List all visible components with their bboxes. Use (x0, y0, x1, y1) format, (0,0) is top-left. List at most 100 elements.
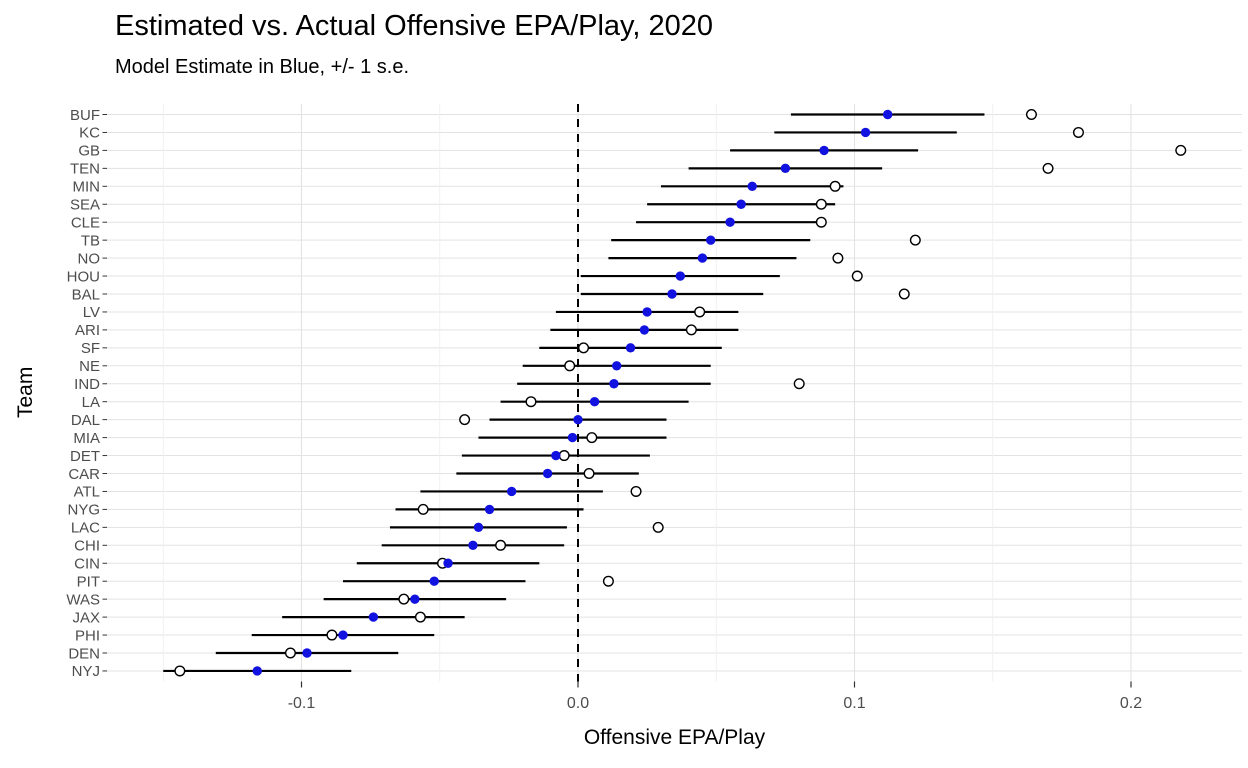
actual-point-MIA (586, 432, 598, 444)
actual-point-BAL (898, 288, 910, 300)
y-tick-label-BAL: BAL (72, 286, 100, 303)
y-tick-label-NYG: NYG (67, 502, 100, 519)
estimate-point-PIT (429, 576, 439, 586)
actual-point-IND (793, 378, 805, 390)
estimate-point-GB (819, 145, 829, 156)
estimate-point-CHI (468, 540, 478, 550)
actual-point-PHI (326, 629, 338, 641)
actual-point-TB (909, 234, 921, 246)
actual-point-KC (1072, 126, 1084, 138)
y-tick-label-CAR: CAR (68, 466, 100, 483)
actual-point-NE (564, 360, 576, 372)
actual-point-BUF (1025, 108, 1037, 120)
estimate-point-CLE (725, 217, 735, 227)
estimate-point-MIN (747, 181, 757, 191)
y-tick-label-LAC: LAC (71, 520, 100, 537)
estimate-point-LV (642, 307, 652, 317)
estimate-point-BAL (667, 289, 677, 299)
y-tick-label-LV: LV (83, 304, 100, 321)
actual-point-LV (694, 306, 706, 318)
estimate-point-JAX (368, 612, 379, 622)
y-tick-label-CLE: CLE (71, 214, 100, 231)
estimate-point-KC (860, 127, 871, 138)
actual-point-NYG (417, 503, 429, 515)
actual-point-DAL (459, 414, 471, 426)
actual-point-JAX (414, 611, 426, 623)
estimate-point-BUF (882, 109, 893, 120)
y-tick-label-DET: DET (70, 448, 100, 465)
estimate-point-ARI (639, 325, 650, 335)
estimate-point-NO (697, 253, 708, 263)
y-tick-label-WAS: WAS (66, 591, 100, 608)
actual-point-SEA (815, 198, 827, 210)
chart-subtitle: Model Estimate in Blue, +/- 1 s.e. (115, 56, 410, 78)
actual-point-LAC (652, 521, 664, 533)
y-tick-label-MIN: MIN (73, 179, 101, 196)
actual-point-DEN (284, 647, 296, 659)
actual-point-MIN (829, 180, 841, 192)
estimate-point-IND (609, 379, 619, 389)
y-tick-label-ARI: ARI (75, 322, 100, 339)
y-tick-label-DEN: DEN (68, 645, 100, 662)
x-axis-title: Offensive EPA/Play (583, 726, 766, 749)
x-tick-label-0.0: 0.0 (567, 695, 589, 712)
estimate-point-DET (551, 450, 561, 461)
y-tick-label-CHI: CHI (74, 538, 100, 555)
actual-point-NYJ (174, 665, 186, 677)
estimate-point-MIA (567, 432, 578, 443)
y-tick-label-MIA: MIA (73, 430, 100, 447)
actual-point-NO (832, 252, 844, 264)
y-tick-label-SEA: SEA (70, 197, 100, 214)
y-tick-label-HOU: HOU (67, 268, 100, 285)
actual-point-HOU (851, 270, 863, 282)
actual-point-PIT (602, 575, 614, 587)
estimate-point-SEA (736, 199, 746, 209)
actual-point-ATL (630, 485, 642, 497)
y-tick-label-IND: IND (74, 376, 100, 393)
y-tick-label-ATL: ATL (74, 484, 100, 501)
actual-point-WAS (398, 593, 410, 605)
actual-point-ARI (685, 324, 697, 336)
actual-point-LA (525, 396, 537, 408)
y-tick-label-PHI: PHI (75, 627, 100, 644)
estimate-point-WAS (410, 594, 420, 604)
estimate-point-PHI (338, 630, 348, 640)
estimate-point-CAR (542, 468, 553, 479)
y-tick-label-CIN: CIN (74, 556, 100, 573)
actual-point-DET (558, 450, 570, 462)
y-tick-label-DAL: DAL (71, 412, 100, 429)
actual-point-CAR (583, 468, 595, 480)
estimate-point-TEN (780, 163, 791, 174)
estimate-point-HOU (675, 271, 686, 281)
y-tick-label-BUF: BUF (70, 107, 100, 124)
y-tick-label-SF: SF (81, 340, 100, 357)
x-tick-label-0.1: 0.1 (843, 695, 865, 712)
estimate-point-NYG (484, 504, 495, 515)
estimate-point-LA (589, 397, 600, 407)
actual-point-CHI (495, 539, 507, 551)
estimate-point-CIN (443, 558, 453, 568)
chart-title: Estimated vs. Actual Offensive EPA/Play,… (115, 10, 714, 42)
y-tick-label-NE: NE (79, 358, 100, 375)
y-axis-title: Team (14, 366, 37, 418)
x-tick-label-0.2: 0.2 (1120, 695, 1142, 712)
actual-point-SF (578, 342, 590, 354)
estimate-point-ATL (506, 486, 517, 497)
x-tick-label--0.1: -0.1 (288, 695, 316, 712)
y-tick-label-LA: LA (82, 394, 100, 411)
y-tick-label-TEN: TEN (70, 161, 100, 178)
estimate-point-DAL (573, 414, 583, 425)
actual-point-TEN (1042, 162, 1054, 174)
estimate-point-SF (625, 343, 636, 353)
actual-point-GB (1175, 144, 1187, 156)
y-tick-label-JAX: JAX (72, 609, 100, 626)
y-tick-label-KC: KC (79, 125, 100, 142)
actual-point-CLE (815, 216, 827, 228)
estimate-point-TB (706, 235, 716, 245)
estimate-point-NE (612, 361, 622, 371)
y-tick-label-TB: TB (81, 232, 100, 249)
y-tick-label-GB: GB (78, 143, 100, 160)
estimate-point-NYJ (252, 666, 262, 676)
